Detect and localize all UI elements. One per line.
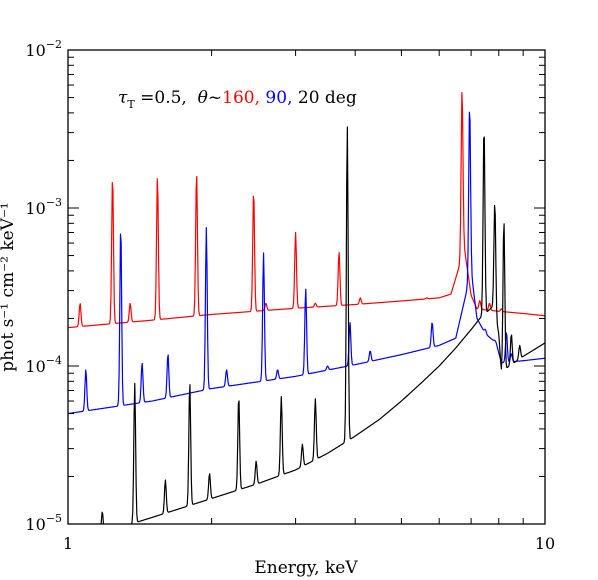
y-tick-label-1e-4: 10−4 [25,354,62,376]
y-tick-label-1e-2: 10−2 [25,38,62,60]
series-line-1 [68,111,545,415]
series-layer [68,91,545,524]
annotation: τT =0.5, θ~160, 90, 20 deg [118,88,357,111]
x-axis-label: Energy, keV [254,558,358,578]
tick-layer [67,49,546,525]
x-tick-label-10: 10 [535,534,555,553]
plot-frame [67,49,546,525]
series-line-2 [100,126,545,524]
y-tick-label-1e-3: 10−3 [25,196,62,218]
y-axis-label: phot s⁻¹ cm⁻² keV⁻¹ [0,202,18,371]
y-tick-label-1e-5: 10−5 [25,512,62,534]
x-tick-label-1: 1 [63,534,73,553]
